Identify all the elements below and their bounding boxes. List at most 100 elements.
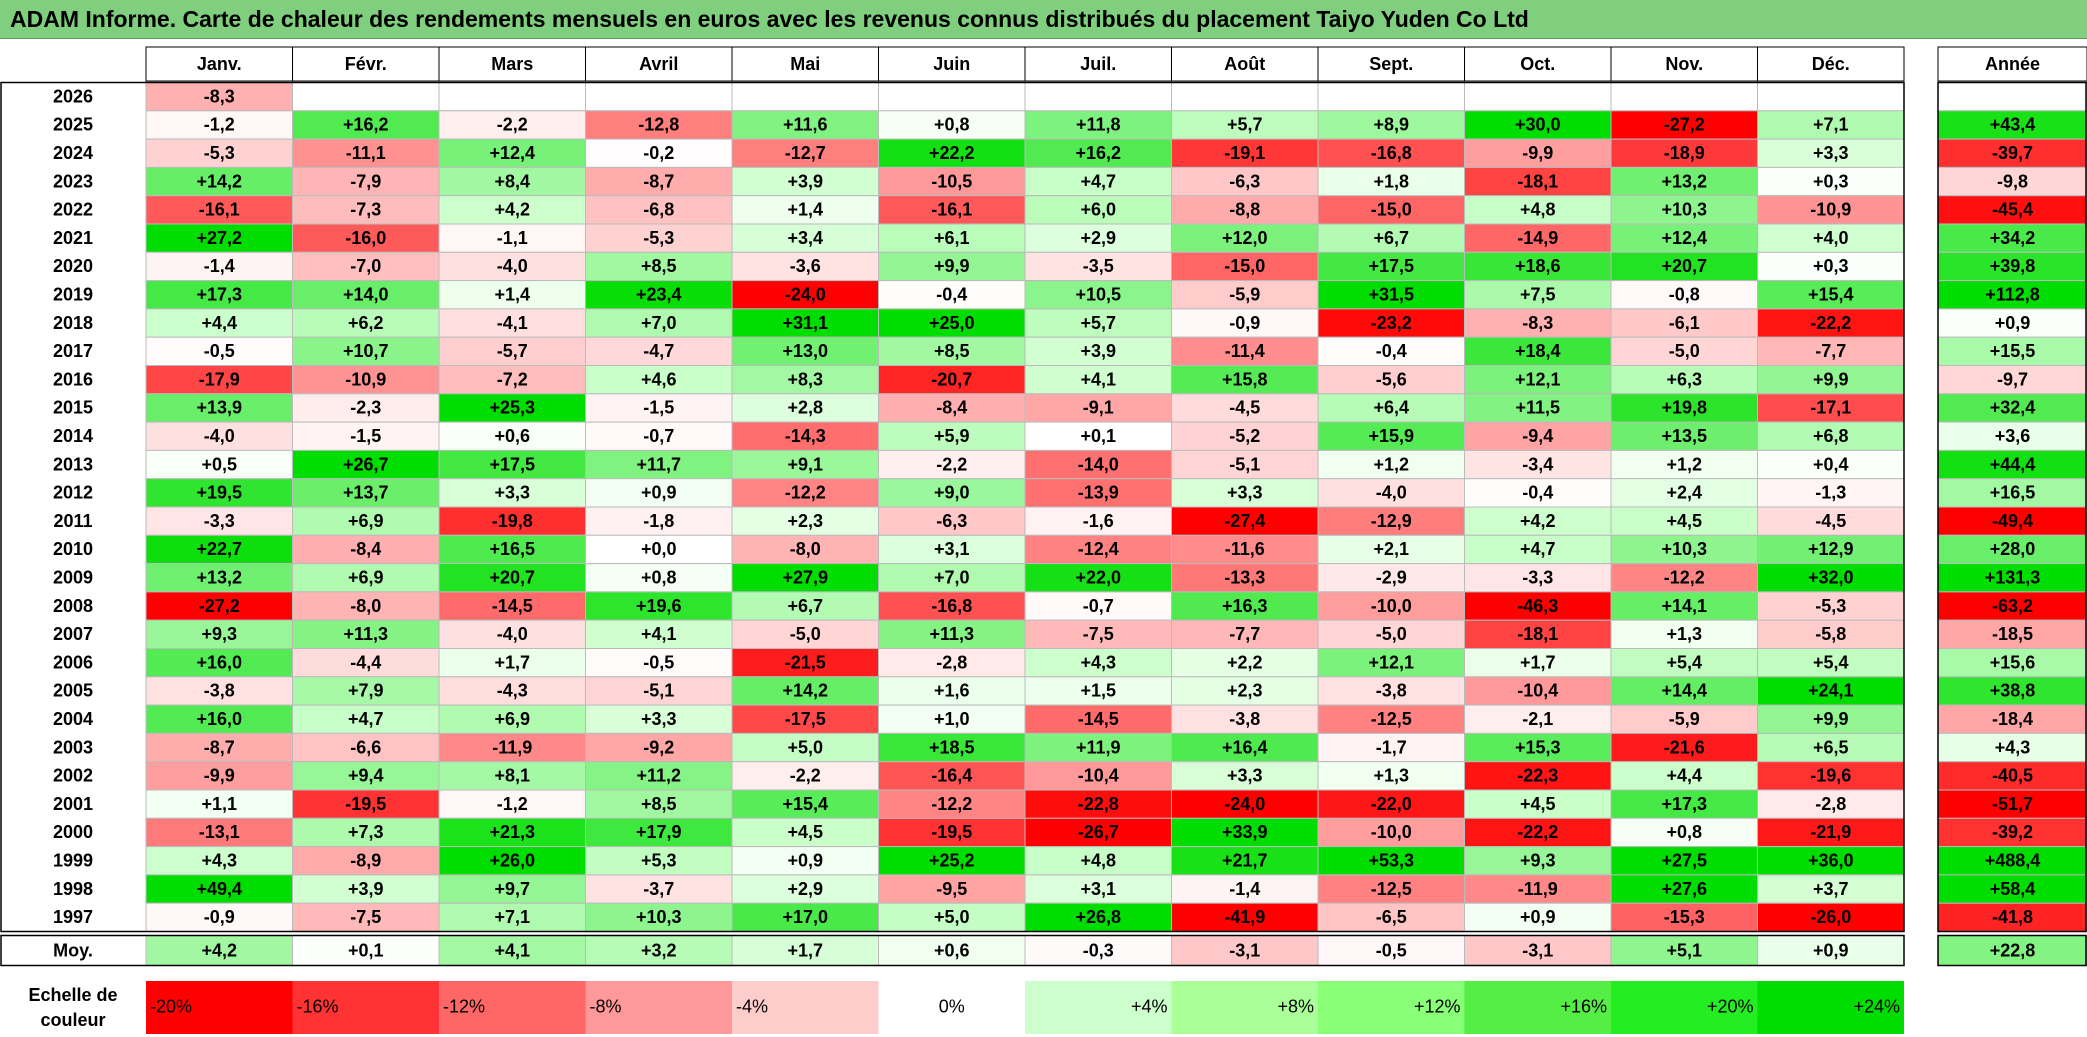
- heatmap-cell-value: -7,0: [350, 256, 381, 276]
- heatmap-cell-value: -2,3: [350, 398, 381, 418]
- heatmap-cell-value: +21,7: [1222, 851, 1268, 871]
- heatmap-cell-value: +27,6: [1661, 879, 1707, 899]
- heatmap-cell-value: +10,3: [1661, 539, 1707, 559]
- average-cell: [731, 935, 879, 966]
- heatmap-cell-value: +4,5: [1666, 511, 1702, 531]
- annual-cell-value: +34,2: [1990, 228, 2036, 248]
- heatmap-cell: [1757, 82, 1905, 112]
- heatmap-cell: [145, 676, 293, 706]
- heatmap-cell-value: -1,2: [204, 115, 235, 135]
- color-scale-swatch: [585, 981, 732, 1034]
- heatmap-cell-value: +30,0: [1515, 115, 1561, 135]
- row-year-label: 2016: [53, 369, 93, 389]
- heatmap-cell: [1171, 563, 1319, 593]
- heatmap-cell-value: +6,1: [934, 228, 970, 248]
- heatmap-cell-value: -5,3: [1815, 596, 1846, 616]
- heatmap-cell: [585, 308, 733, 338]
- heatmap-cell: [1024, 223, 1172, 253]
- annual-cell-value: +131,3: [1985, 568, 2041, 588]
- heatmap-cell: [878, 591, 1026, 621]
- heatmap-cell: [438, 817, 586, 848]
- heatmap-cell-value: +10,3: [636, 907, 682, 927]
- heatmap-cell-value: +13,9: [196, 398, 242, 418]
- heatmap-cell: [1610, 789, 1758, 819]
- color-scale-swatch: [1171, 981, 1318, 1034]
- month-header-cell: [438, 46, 586, 82]
- heatmap-cell-value: +6,0: [1080, 200, 1116, 220]
- heatmap-cell-value: -4,5: [1815, 511, 1846, 531]
- heatmap-cell-value: -8,0: [350, 596, 381, 616]
- heatmap-cell: [1610, 846, 1758, 876]
- heatmap-cell: [145, 817, 293, 848]
- heatmap-cell: [731, 761, 879, 791]
- heatmap-cell-value: +7,5: [1520, 285, 1556, 305]
- heatmap-cell-value: -9,9: [1522, 143, 1553, 163]
- heatmap-cell-value: -16,4: [931, 766, 972, 786]
- heatmap-cell-value: -2,8: [936, 652, 967, 672]
- heatmap-cell: [1317, 732, 1465, 763]
- month-header-cell: [1171, 46, 1319, 82]
- heatmap-cell-value: -12,7: [785, 143, 826, 163]
- heatmap-cell-value: +17,9: [636, 822, 682, 842]
- annual-cell-value: +16,5: [1990, 483, 2036, 503]
- row-year-label: 2012: [53, 483, 93, 503]
- heatmap-cell-value: +5,9: [934, 426, 970, 446]
- average-cell: [1317, 935, 1465, 966]
- heatmap-cell-value: +4,3: [201, 851, 237, 871]
- heatmap-cell-value: +3,3: [494, 483, 530, 503]
- heatmap-cell: [1464, 506, 1612, 536]
- heatmap-cell-value: +1,3: [1373, 766, 1409, 786]
- heatmap-cell-value: -12,9: [1371, 511, 1412, 531]
- heatmap-cell: [438, 874, 586, 904]
- heatmap-cell: [145, 591, 293, 621]
- heatmap-cell-value: +12,0: [1222, 228, 1268, 248]
- heatmap-cell-value: -3,8: [1376, 681, 1407, 701]
- heatmap-cell: [731, 251, 879, 282]
- heatmap-cell-value: -2,2: [790, 766, 821, 786]
- heatmap-cell: [438, 534, 586, 565]
- heatmap-cell: [1757, 308, 1905, 338]
- color-scale-stop-label: +12%: [1414, 996, 1461, 1016]
- heatmap-cell: [878, 648, 1026, 678]
- heatmap-cell-value: +3,1: [934, 539, 970, 559]
- heatmap-cell: [878, 732, 1026, 763]
- color-scale-stop-label: +4%: [1131, 996, 1168, 1016]
- heatmap-cell: [145, 874, 293, 904]
- row-year-label: 2023: [53, 171, 93, 191]
- heatmap-cell-value: +3,1: [1080, 879, 1116, 899]
- heatmap-cell-value: +18,6: [1515, 256, 1561, 276]
- heatmap-cell: [438, 478, 586, 508]
- annual-cell: [1937, 251, 2087, 282]
- heatmap-cell-value: +16,0: [196, 652, 242, 672]
- row-year-label: 1998: [53, 879, 93, 899]
- heatmap-cell: [145, 365, 293, 395]
- color-scale-stop-label: +16%: [1560, 996, 1607, 1016]
- heatmap-cell-value: +3,3: [1813, 143, 1849, 163]
- heatmap-cell-value: +24,1: [1808, 681, 1854, 701]
- heatmap-cell-value: -5,0: [1669, 341, 1700, 361]
- month-header-label: Avril: [639, 54, 678, 74]
- heatmap-cell-value: +9,4: [348, 766, 384, 786]
- heatmap-cell-value: +4,1: [1080, 369, 1116, 389]
- average-cell-value: +0,6: [934, 940, 970, 960]
- heatmap-cell-value: -26,7: [1078, 822, 1119, 842]
- heatmap-cell: [585, 874, 733, 904]
- row-year-label: 2008: [53, 596, 93, 616]
- heatmap-cell: [1024, 110, 1172, 140]
- heatmap-cell-value: -10,0: [1371, 822, 1412, 842]
- heatmap-cell-value: +2,2: [1227, 652, 1263, 672]
- heatmap-cell: [1757, 195, 1905, 225]
- heatmap-cell: [1317, 789, 1465, 819]
- heatmap-cell: [1024, 478, 1172, 508]
- heatmap-cell-value: +4,5: [1520, 794, 1556, 814]
- heatmap-cell-value: -5,9: [1669, 709, 1700, 729]
- heatmap-cell-value: -20,7: [931, 369, 972, 389]
- heatmap-cell: [1317, 563, 1465, 593]
- heatmap-cell-value: +1,2: [1373, 454, 1409, 474]
- heatmap-cell-value: +8,4: [494, 171, 530, 191]
- heatmap-cell: [292, 336, 440, 367]
- heatmap-cell-value: +15,8: [1222, 369, 1268, 389]
- average-annual-cell: [1937, 935, 2087, 966]
- heatmap-cell: [145, 704, 293, 734]
- heatmap-cell: [731, 336, 879, 367]
